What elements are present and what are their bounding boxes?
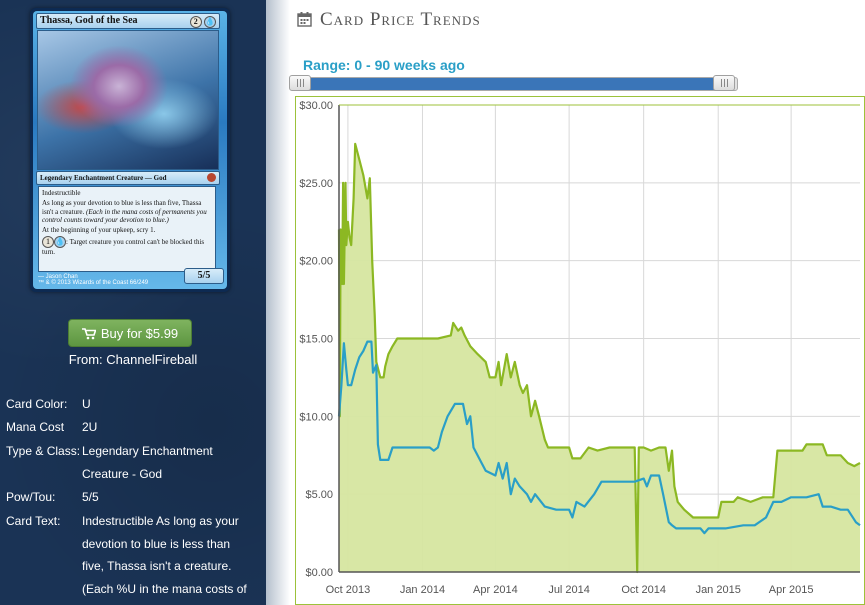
attr-label: Type & Class: bbox=[6, 444, 81, 458]
y-tick-label: $15.00 bbox=[299, 334, 333, 346]
attr-label: Mana Cost bbox=[6, 420, 65, 434]
attr-value: U bbox=[82, 397, 91, 411]
card-type-line: Legendary Enchantment Creature — God bbox=[40, 174, 167, 182]
card-image[interactable]: Thassa, God of the Sea 2 💧 Legendary Enc… bbox=[30, 8, 230, 292]
calendar-icon bbox=[297, 12, 312, 27]
attr-value: 5/5 bbox=[82, 490, 99, 504]
attr-label: Pow/Tou: bbox=[6, 490, 56, 504]
x-tick-label: Oct 2014 bbox=[621, 584, 666, 596]
card-artwork bbox=[37, 30, 219, 170]
range-slider-fill bbox=[301, 78, 727, 90]
y-tick-label: $20.00 bbox=[299, 256, 333, 268]
x-tick-label: Oct 2013 bbox=[326, 584, 371, 596]
y-tick-label: $5.00 bbox=[305, 489, 333, 501]
card-title-bar: Thassa, God of the Sea 2 💧 bbox=[36, 13, 220, 29]
price-trend-chart[interactable]: $0.00 $5.00 $10.00 $15.00 $20.00 $25.00 $30.00… bbox=[295, 96, 865, 605]
generic-mana-symbol: 2 bbox=[189, 16, 202, 28]
range-handle-min[interactable] bbox=[289, 75, 311, 91]
card-sidebar: Thassa, God of the Sea 2 💧 Legendary Enc… bbox=[0, 0, 266, 605]
card-type-bar: Legendary Enchantment Creature — God bbox=[36, 171, 220, 185]
seller-label: From: ChannelFireball bbox=[68, 352, 198, 367]
x-tick-label: Jan 2015 bbox=[696, 584, 741, 596]
blue-mana-icon: 💧 bbox=[204, 16, 216, 28]
series-line-0 bbox=[337, 142, 861, 574]
y-tick-label: $0.00 bbox=[305, 567, 333, 579]
card-copyright: ™ & © 2013 Wizards of the Coast 66/249 bbox=[38, 280, 149, 286]
cart-icon bbox=[81, 327, 96, 339]
x-tick-label: Jan 2014 bbox=[400, 584, 445, 596]
x-tick-label: Jul 2014 bbox=[548, 584, 590, 596]
x-tick-label: Apr 2014 bbox=[473, 584, 518, 596]
card-mana-cost: 2 💧 bbox=[189, 15, 216, 28]
generic-mana-symbol: 1 bbox=[42, 236, 54, 249]
card-rule: At the beginning of your upkeep, scry 1. bbox=[42, 226, 156, 235]
y-tick-label: $30.00 bbox=[299, 100, 333, 112]
series-line-1 bbox=[337, 340, 861, 535]
attr-label: Card Text: bbox=[6, 514, 61, 528]
card-title: Thassa, God of the Sea bbox=[40, 15, 138, 26]
y-tick-label: $25.00 bbox=[299, 178, 333, 190]
attr-label: Card Color: bbox=[6, 397, 68, 411]
range-label: Range: 0 - 90 weeks ago bbox=[303, 57, 465, 73]
attr-value: Legendary Enchantment Creature - God bbox=[82, 444, 213, 481]
price-chart-svg: $0.00 $5.00 $10.00 $15.00 $20.00 $25.00 $30.00… bbox=[299, 100, 861, 596]
sidebar-shadow bbox=[266, 0, 290, 605]
range-handle-max[interactable] bbox=[713, 75, 735, 91]
card-rule: As long as your devotion to blue is less… bbox=[42, 199, 207, 224]
attr-value: 2U bbox=[82, 420, 98, 434]
set-symbol-icon bbox=[207, 173, 216, 182]
reminder-text: (Each in the mana costs of permanents yo… bbox=[42, 207, 207, 224]
section-title: Card Price Trends bbox=[320, 9, 481, 30]
y-tick-label: $10.00 bbox=[299, 411, 333, 423]
blue-mana-icon: 💧 bbox=[54, 236, 66, 249]
buy-button[interactable]: Buy for $5.99 bbox=[68, 319, 192, 347]
card-rule: 1 💧: Target creature you control can't be… bbox=[42, 236, 205, 257]
range-slider[interactable] bbox=[289, 75, 738, 91]
card-rule: Indestructible bbox=[42, 189, 81, 197]
card-rules-box: Indestructible As long as your devotion … bbox=[38, 186, 216, 272]
series-area-0 bbox=[339, 143, 860, 572]
card-artist-credit: — Jason Chan ™ & © 2013 Wizards of the Co… bbox=[38, 274, 149, 286]
x-tick-label: Apr 2015 bbox=[769, 584, 814, 596]
attr-value: Indestructible As long as your devotion … bbox=[82, 514, 247, 596]
buy-button-label: Buy for $5.99 bbox=[100, 326, 179, 341]
card-power-toughness: 5/5 bbox=[184, 268, 224, 284]
